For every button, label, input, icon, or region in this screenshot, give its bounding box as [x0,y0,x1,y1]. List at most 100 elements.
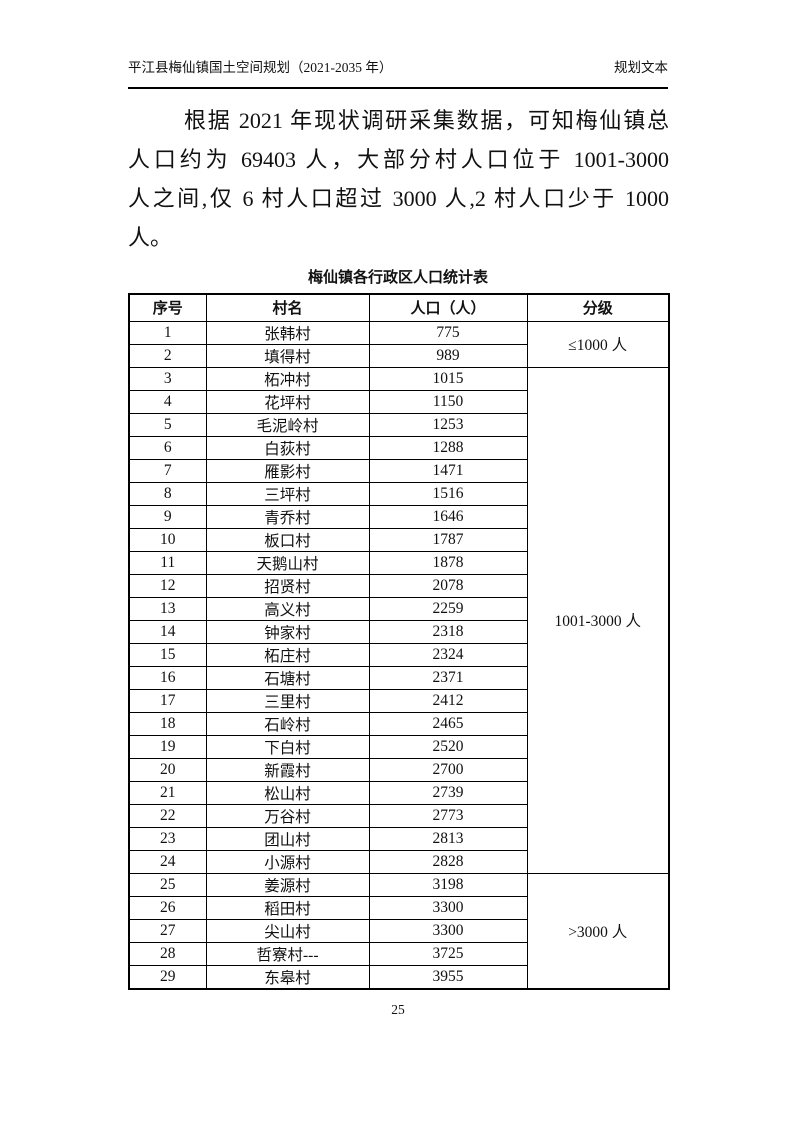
table-cell-grade: ≤1000 人 [526,320,670,368]
paragraph-line: 人之间,仅 6 村人口超过 3000 人,2 村人口少于 1000 [128,186,669,211]
paragraph-line: 根据 2021 年现状调研采集数据，可知梅仙镇总 [184,108,669,133]
table-cell-village: 姜源村 [205,872,370,897]
column-header-grade: 分级 [526,293,670,322]
header-left-title: 平江县梅仙镇国土空间规划（2021-2035 年） [128,60,393,75]
table-cell-village: 松山村 [205,780,370,805]
table-cell-village: 尖山村 [205,918,370,943]
table-cell-population: 1015 [368,366,528,391]
table-cell-seq: 20 [128,757,207,782]
header-right-label: 规划文本 [614,60,668,75]
table-row: 19 下白村 2520 [128,734,669,759]
table-cell-population: 1516 [368,481,528,506]
table-cell-population: 1878 [368,550,528,575]
table-row: 26 稻田村 3300 [128,895,669,920]
table-cell-village: 毛泥岭村 [205,412,370,437]
table-cell-seq: 15 [128,642,207,667]
table-cell-seq: 19 [128,734,207,759]
table-cell-village: 小源村 [205,849,370,874]
table-cell-seq: 21 [128,780,207,805]
header-rule [128,87,668,89]
table-row: 2 填得村 989 [128,343,669,368]
table-row: 21 松山村 2739 [128,780,669,805]
table-cell-seq: 17 [128,688,207,713]
table-cell-population: 1471 [368,458,528,483]
table-row: 12 招贤村 2078 [128,573,669,598]
table-cell-seq: 14 [128,619,207,644]
table-cell-village: 板口村 [205,527,370,552]
table-cell-population: 1646 [368,504,528,529]
table-cell-population: 3300 [368,895,528,920]
table-cell-population: 2700 [368,757,528,782]
table-cell-population: 2739 [368,780,528,805]
table-cell-village: 天鹅山村 [205,550,370,575]
table-row: 25 姜源村 3198 >3000 人 [128,872,670,989]
table-cell-seq: 11 [128,550,207,575]
table-cell-grade: 1001-3000 人 [526,366,670,874]
table-cell-seq: 29 [128,964,207,989]
table-cell-population: 1150 [368,389,528,414]
table-row: 11 天鹅山村 1878 [128,550,669,575]
table-cell-population: 3725 [368,941,528,966]
table-cell-seq: 9 [128,504,207,529]
table-row: 29 东皋村 3955 [128,964,669,989]
table-cell-village: 稻田村 [205,895,370,920]
table-cell-population: 989 [368,343,528,368]
table-body: 1 张韩村 775 ≤1000 人 2 填得村 989 3 柘冲村 1015 1001-3000 人… [128,320,670,989]
table-cell-seq: 24 [128,849,207,874]
table-cell-population: 2412 [368,688,528,713]
table-cell-village: 柘庄村 [205,642,370,667]
table-cell-village: 石岭村 [205,711,370,736]
table-cell-village: 填得村 [205,343,370,368]
table-row: 7 雁影村 1471 [128,458,669,483]
table-row: 28 哲寮村--- 3725 [128,941,669,966]
table-cell-population: 2318 [368,619,528,644]
table-cell-seq: 26 [128,895,207,920]
table-cell-seq: 18 [128,711,207,736]
table-cell-village: 柘冲村 [205,366,370,391]
table-row: 6 白荻村 1288 [128,435,669,460]
table-cell-seq: 16 [128,665,207,690]
paragraph-line: 人。 [128,225,173,250]
table-cell-population: 3198 [368,872,528,897]
table-cell-population: 1253 [368,412,528,437]
table-cell-village: 张韩村 [205,320,370,345]
table-cell-village: 花坪村 [205,389,370,414]
table-cell-village: 三坪村 [205,481,370,506]
table-cell-seq: 13 [128,596,207,621]
paragraph-line: 人口约为 69403 人，大部分村人口位于 1001-3000 [128,147,669,172]
table-cell-seq: 2 [128,343,207,368]
column-header-village: 村名 [205,293,370,322]
table-cell-seq: 5 [128,412,207,437]
table-cell-village: 雁影村 [205,458,370,483]
table-cell-population: 1288 [368,435,528,460]
table-row: 1 张韩村 775 ≤1000 人 [128,320,670,368]
table-cell-population: 2773 [368,803,528,828]
table-row: 20 新霞村 2700 [128,757,669,782]
table-cell-village: 青乔村 [205,504,370,529]
table-cell-seq: 23 [128,826,207,851]
table-cell-population: 2259 [368,596,528,621]
table-cell-village: 白荻村 [205,435,370,460]
table-row: 22 万谷村 2773 [128,803,669,828]
table-cell-village: 下白村 [205,734,370,759]
table-header-row: 序号 村名 人口（人） 分级 [128,293,670,322]
page-number: 25 [391,1002,405,1017]
table-row: 27 尖山村 3300 [128,918,669,943]
table-cell-grade: >3000 人 [526,872,670,989]
table-title: 梅仙镇各行政区人口统计表 [307,269,488,286]
table-cell-seq: 25 [128,872,207,897]
table-cell-population: 2465 [368,711,528,736]
column-header-population: 人口（人） [368,293,528,322]
table-cell-population: 2371 [368,665,528,690]
table-cell-village: 三里村 [205,688,370,713]
population-table: 序号 村名 人口（人） 分级 1 张韩村 775 ≤1000 人 2 填得村 989 3 柘冲村… [128,293,670,990]
table-cell-population: 2828 [368,849,528,874]
table-cell-population: 775 [368,320,528,345]
table-cell-village: 高义村 [205,596,370,621]
table-cell-village: 招贤村 [205,573,370,598]
table-cell-population: 2324 [368,642,528,667]
table-cell-population: 3300 [368,918,528,943]
table-cell-seq: 4 [128,389,207,414]
table-cell-population: 3955 [368,964,528,989]
